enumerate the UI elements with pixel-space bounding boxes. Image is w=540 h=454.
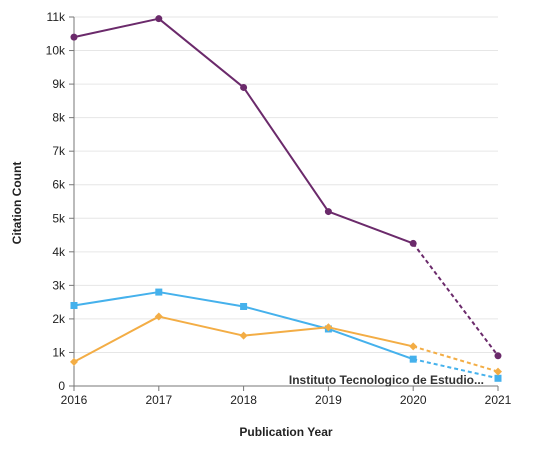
series-3 (70, 312, 502, 376)
data-point (70, 33, 78, 41)
series-line-projected (412, 345, 499, 373)
series-1 (70, 15, 502, 360)
y-tick-label: 4k (52, 245, 66, 259)
x-tick-label: 2021 (485, 393, 512, 407)
grid-lines (74, 16, 498, 353)
axes (73, 17, 498, 387)
y-tick-label: 9k (52, 77, 66, 91)
series-line (73, 291, 414, 361)
x-axis-ticks: 2016 2017 2018 2019 2020 2021 (61, 386, 512, 407)
data-point (70, 357, 78, 366)
data-point (70, 301, 78, 309)
series-line (73, 17, 414, 245)
y-tick-label: 2k (52, 312, 66, 326)
y-axis-title: Citation Count (10, 162, 24, 245)
series-line-projected (412, 242, 499, 357)
data-point (155, 288, 163, 296)
y-tick-label: 7k (52, 144, 66, 158)
data-point (155, 15, 163, 23)
data-point (494, 352, 502, 360)
y-tick-label: 0 (58, 379, 65, 393)
series-layer (70, 15, 502, 382)
x-tick-label: 2016 (61, 393, 88, 407)
x-axis-title: Publication Year (239, 425, 332, 439)
y-tick-label: 11k (47, 10, 66, 24)
y-axis-ticks: 0 1k 2k 3k 4k 5k 6k 7k 8k 9k 10k 11k (46, 10, 74, 393)
data-point (409, 355, 417, 363)
data-point (324, 208, 332, 216)
series-2 (70, 288, 502, 382)
x-tick-label: 2017 (145, 393, 172, 407)
x-tick-label: 2018 (230, 393, 257, 407)
series-line-projected (412, 358, 499, 380)
data-point (494, 367, 502, 376)
data-point (154, 312, 163, 321)
data-point (409, 239, 417, 247)
y-tick-label: 5k (52, 211, 66, 225)
y-tick-label: 3k (52, 278, 66, 292)
x-tick-label: 2020 (400, 393, 427, 407)
y-tick-label: 10k (46, 44, 66, 58)
y-tick-label: 8k (52, 111, 66, 125)
y-tick-label: 6k (52, 178, 66, 192)
data-point (494, 374, 502, 382)
y-tick-label: 1k (52, 345, 66, 359)
chart-annotation: Instituto Tecnologico de Estudio... (289, 373, 484, 387)
data-point (324, 323, 333, 332)
data-point (240, 302, 248, 310)
data-point (240, 83, 248, 91)
data-point (239, 331, 248, 340)
data-point (409, 342, 418, 351)
x-tick-label: 2019 (315, 393, 342, 407)
